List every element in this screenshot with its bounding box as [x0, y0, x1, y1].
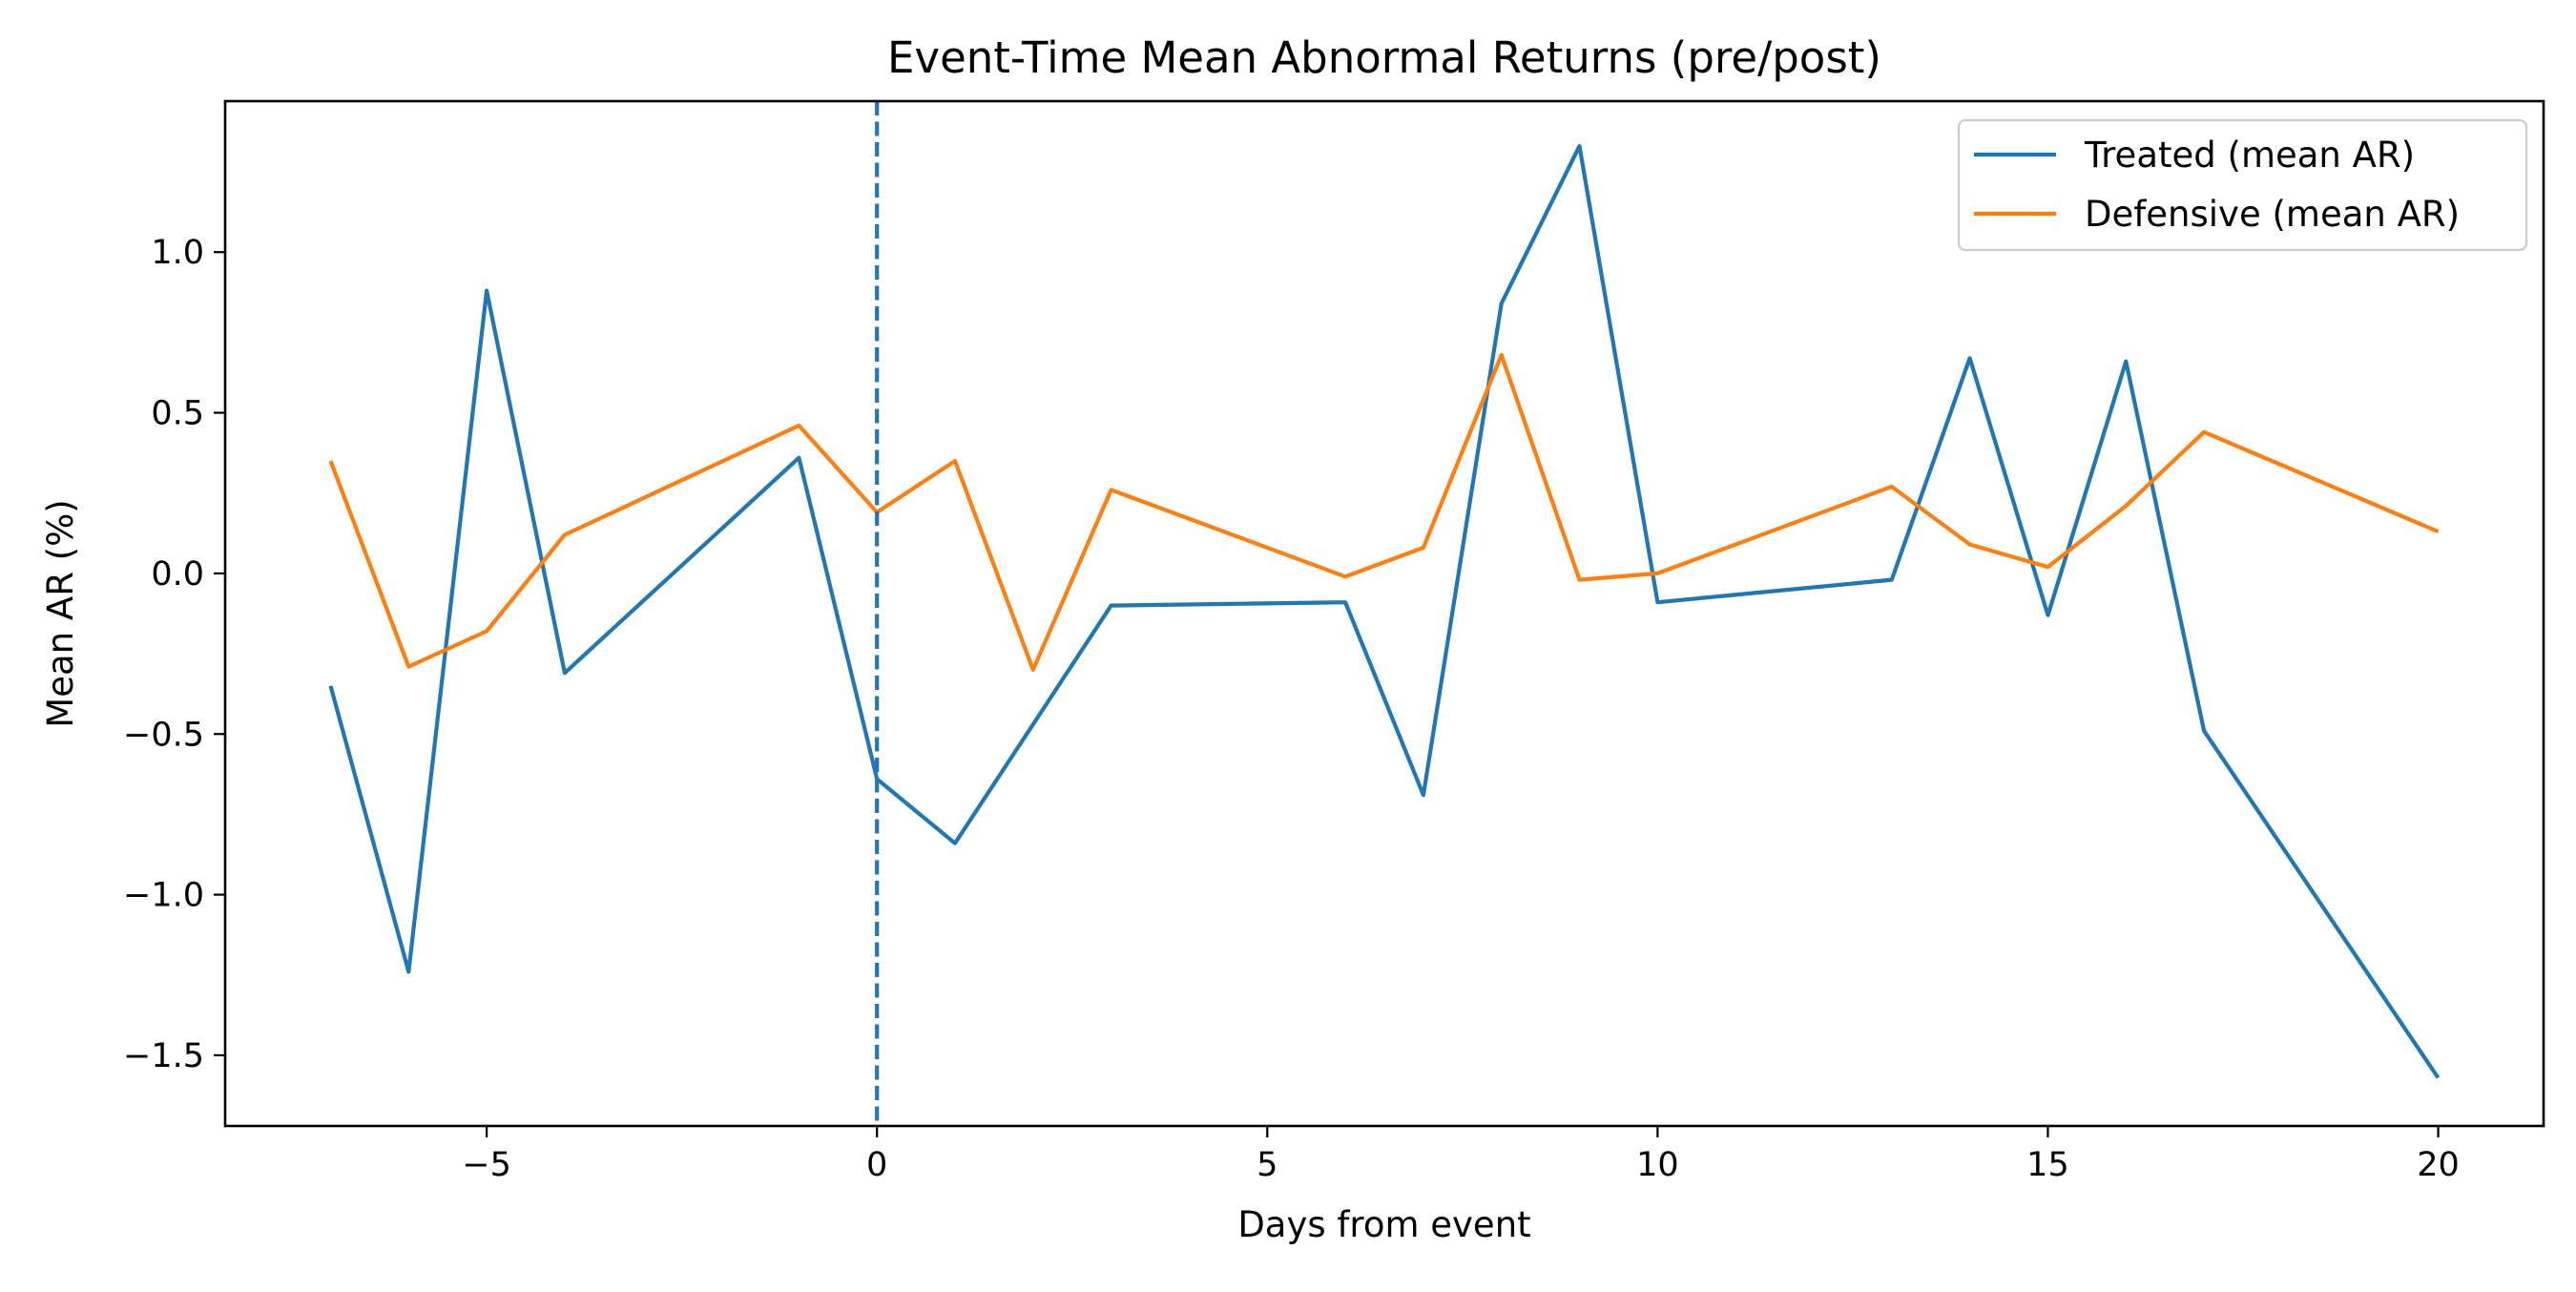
legend-label-defensive: Defensive (mean AR) — [2085, 194, 2460, 235]
x-axis-label: Days from event — [1237, 1204, 1530, 1245]
y-tick-label: −1.0 — [123, 877, 204, 915]
y-tick-label: 0.0 — [151, 555, 204, 594]
series-line-treated — [328, 144, 2441, 1079]
chart-title: Event-Time Mean Abnormal Returns (pre/po… — [887, 32, 1881, 83]
y-tick-label: −0.5 — [123, 716, 204, 754]
plot-frame — [223, 99, 2545, 1128]
y-axis-label: Mean AR (%) — [40, 499, 81, 727]
legend-box — [1957, 118, 2528, 252]
x-tick-label: −5 — [462, 1146, 511, 1184]
x-tick-label: 5 — [1257, 1146, 1278, 1184]
series-line-defensive — [328, 352, 2440, 673]
x-tick-label: 10 — [1636, 1146, 1679, 1184]
y-tick-label: 0.5 — [151, 395, 204, 433]
x-tick-label: 15 — [2026, 1146, 2069, 1184]
legend-label-treated: Treated (mean AR) — [2084, 135, 2415, 176]
plot-area: −5 0 5 10 15 20 −1.5 −1.0 −0.5 0.0 0.5 1.0 Treated (… — [123, 99, 2545, 1184]
y-tick-label: −1.5 — [123, 1037, 204, 1075]
x-tick-label: 20 — [2417, 1146, 2460, 1184]
y-tick-label: 1.0 — [151, 234, 204, 272]
x-tick-label: 0 — [866, 1146, 887, 1184]
